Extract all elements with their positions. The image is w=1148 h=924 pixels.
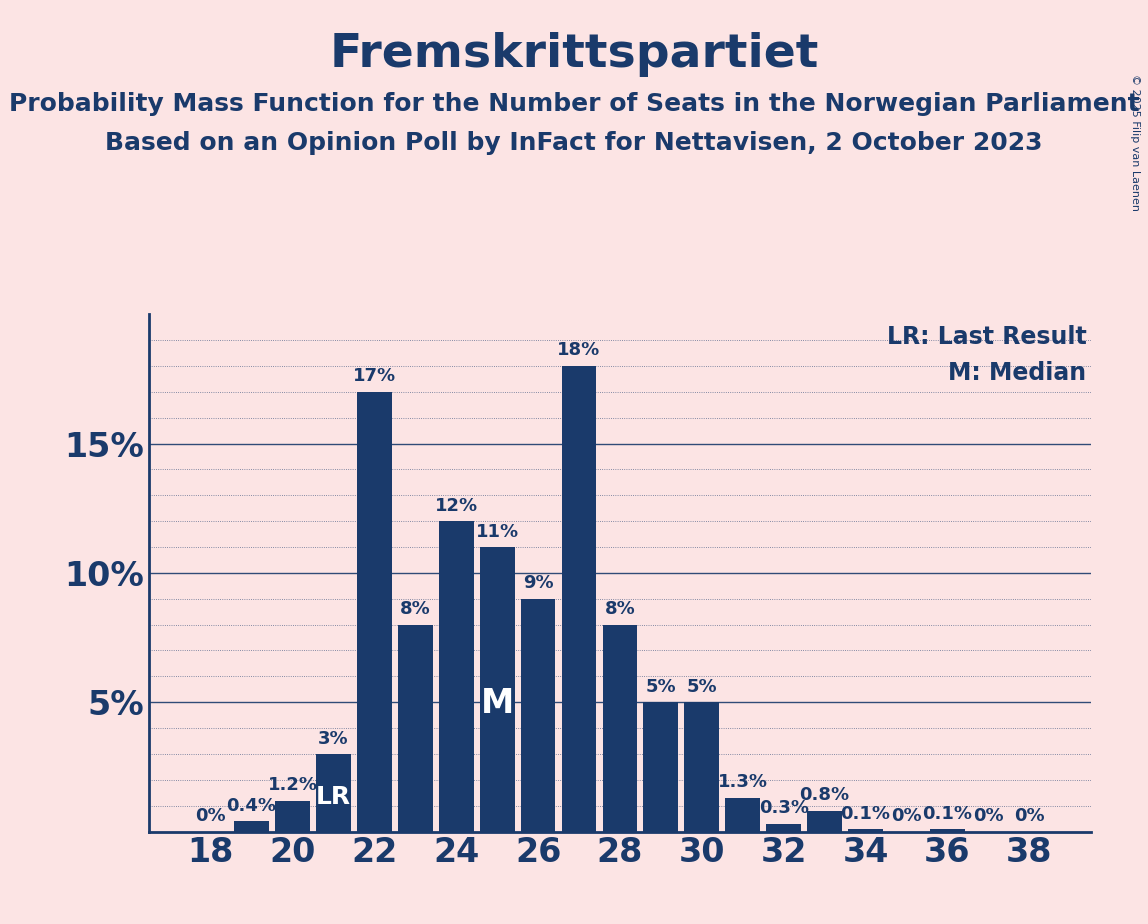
Text: 8%: 8%	[400, 601, 430, 618]
Text: 1.2%: 1.2%	[267, 776, 318, 794]
Text: 0.1%: 0.1%	[840, 805, 891, 822]
Text: Probability Mass Function for the Number of Seats in the Norwegian Parliament: Probability Mass Function for the Number…	[9, 92, 1139, 116]
Text: 0%: 0%	[974, 808, 1003, 825]
Text: LR: LR	[316, 784, 351, 808]
Bar	[357, 392, 391, 832]
Bar	[766, 824, 801, 832]
Bar	[561, 366, 597, 832]
Bar	[439, 521, 474, 832]
Text: 18%: 18%	[558, 342, 600, 359]
Text: 5%: 5%	[645, 678, 676, 696]
Bar	[807, 811, 841, 832]
Bar	[234, 821, 269, 832]
Bar	[643, 702, 678, 832]
Text: 11%: 11%	[475, 523, 519, 541]
Bar	[521, 599, 556, 832]
Text: M: M	[481, 687, 514, 720]
Text: 3%: 3%	[318, 730, 349, 748]
Text: 5%: 5%	[687, 678, 718, 696]
Text: © 2025 Filip van Laenen: © 2025 Filip van Laenen	[1130, 74, 1140, 211]
Bar	[603, 625, 637, 832]
Text: 9%: 9%	[522, 575, 553, 592]
Bar	[930, 829, 964, 832]
Bar	[276, 800, 310, 832]
Text: 0%: 0%	[891, 808, 922, 825]
Text: M: Median: M: Median	[948, 360, 1086, 384]
Text: Based on an Opinion Poll by InFact for Nettavisen, 2 October 2023: Based on an Opinion Poll by InFact for N…	[106, 131, 1042, 155]
Text: 0%: 0%	[1014, 808, 1045, 825]
Text: 0.4%: 0.4%	[226, 796, 277, 815]
Text: Fremskrittspartiet: Fremskrittspartiet	[329, 32, 819, 78]
Bar	[726, 798, 760, 832]
Text: 1.3%: 1.3%	[718, 773, 768, 792]
Text: 0.3%: 0.3%	[759, 799, 808, 818]
Bar	[684, 702, 719, 832]
Text: 0%: 0%	[195, 808, 226, 825]
Text: 12%: 12%	[435, 497, 478, 515]
Text: 17%: 17%	[352, 368, 396, 385]
Text: 0.8%: 0.8%	[799, 786, 850, 805]
Bar	[316, 754, 351, 832]
Bar	[848, 829, 883, 832]
Text: LR: Last Result: LR: Last Result	[886, 324, 1086, 348]
Text: 0.1%: 0.1%	[922, 805, 972, 822]
Text: 8%: 8%	[605, 601, 635, 618]
Bar	[480, 547, 514, 832]
Bar	[398, 625, 433, 832]
